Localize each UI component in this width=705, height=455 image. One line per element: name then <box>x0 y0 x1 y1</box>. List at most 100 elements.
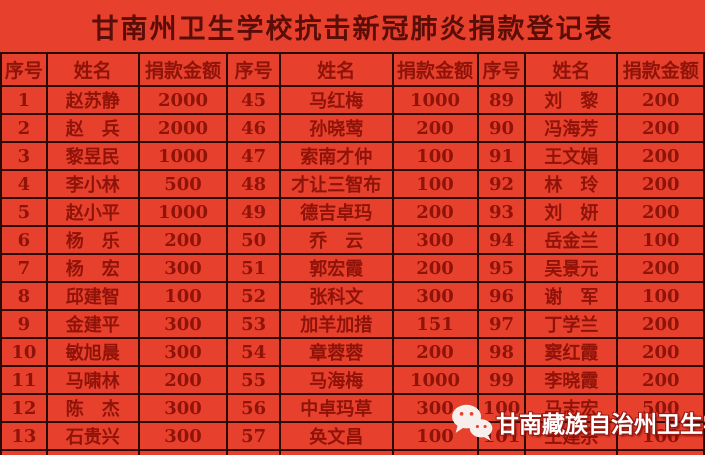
cell-amount: 500 <box>616 393 705 423</box>
cell-amount: 200 <box>391 449 479 455</box>
cell-no: 14 <box>0 449 48 455</box>
cell-name: 陈 杰 <box>45 393 140 423</box>
header-name-2: 姓名 <box>279 52 394 87</box>
cell-amount: 300 <box>137 449 229 455</box>
cell-no: 51 <box>226 253 282 283</box>
cell-amount: 200 <box>616 253 705 283</box>
cell-amount: 300 <box>137 393 229 423</box>
cell-amount: 200 <box>616 197 705 227</box>
cell-no: 52 <box>226 281 282 311</box>
cell-no: 10 <box>0 337 48 367</box>
cell-name: 马志宏 <box>524 393 619 423</box>
cell-no: 48 <box>226 169 282 199</box>
header-amount-3: 捐款金额 <box>616 52 705 87</box>
cell-no: 95 <box>476 253 527 283</box>
header-row: 序号 姓名 捐款金额 序号 姓名 捐款金额 序号 姓名 捐款金额 <box>0 52 705 87</box>
cell-name: 银周草 <box>279 449 394 455</box>
cell-name: 乔 云 <box>279 225 394 255</box>
cell-no: 99 <box>476 365 527 395</box>
cell-amount: 200 <box>616 365 705 395</box>
cell-no: 89 <box>476 85 527 115</box>
cell-name: 杨 倩 <box>524 449 619 455</box>
cell-name: 德吉卓玛 <box>279 197 394 227</box>
table-row: 9 金建平 300 53 加羊加措 151 97 丁学兰 200 <box>0 309 705 339</box>
cell-no: 46 <box>226 113 282 143</box>
cell-no: 13 <box>0 421 48 451</box>
cell-amount: 200 <box>616 85 705 115</box>
cell-name: 中卓玛草 <box>279 393 394 423</box>
cell-no: 53 <box>226 309 282 339</box>
cell-name: 王文娟 <box>524 141 619 171</box>
table-row: 1 赵苏静 2000 45 马红梅 1000 89 刘 黎 200 <box>0 85 705 115</box>
cell-no: 1 <box>0 85 48 115</box>
cell-amount: 200 <box>616 169 705 199</box>
cell-amount: 1000 <box>137 197 229 227</box>
cell-amount: 500 <box>137 169 229 199</box>
cell-amount: 300 <box>137 309 229 339</box>
table-row: 5 赵小平 1000 49 德吉卓玛 200 93 刘 妍 200 <box>0 197 705 227</box>
cell-name: 窦红霞 <box>524 337 619 367</box>
cell-no: 93 <box>476 197 527 227</box>
cell-name: 丁学兰 <box>524 309 619 339</box>
cell-name: 奂文昌 <box>279 421 394 451</box>
cell-name: 邱建智 <box>45 281 140 311</box>
cell-no: 4 <box>0 169 48 199</box>
cell-amount: 100 <box>391 421 479 451</box>
cell-no: 8 <box>0 281 48 311</box>
cell-name: 马红梅 <box>279 85 394 115</box>
table-row: 13 石贵兴 300 57 奂文昌 100 101 王建宗 100 <box>0 421 705 451</box>
cell-no: 9 <box>0 309 48 339</box>
cell-no: 50 <box>226 225 282 255</box>
header-name-1: 姓名 <box>45 52 140 87</box>
cell-amount: 2000 <box>137 113 229 143</box>
cell-amount: 1000 <box>391 365 479 395</box>
cell-no: 100 <box>476 393 527 423</box>
table-row: 3 黎昱民 1000 47 索南才仲 100 91 王文娟 200 <box>0 141 705 171</box>
cell-name: 黎昱民 <box>45 141 140 171</box>
table-row: 11 马啸林 200 55 马海梅 1000 99 李晓霞 200 <box>0 365 705 395</box>
table-body: 1 赵苏静 2000 45 马红梅 1000 89 刘 黎 200 2 赵 兵 2000 46 孙晓莺 20… <box>0 85 705 455</box>
cell-no: 57 <box>226 421 282 451</box>
cell-amount: 200 <box>616 113 705 143</box>
cell-amount: 1000 <box>137 141 229 171</box>
header-name-3: 姓名 <box>524 52 619 87</box>
cell-amount: 2000 <box>137 85 229 115</box>
cell-name: 刘 黎 <box>524 85 619 115</box>
page-title: 甘南州卫生学校抗击新冠肺炎捐款登记表 <box>91 13 614 45</box>
cell-name: 林 玲 <box>524 169 619 199</box>
cell-name: 马啸林 <box>45 365 140 395</box>
cell-name: 赵小平 <box>45 197 140 227</box>
cell-name: 李晓霞 <box>524 365 619 395</box>
cell-no: 92 <box>476 169 527 199</box>
table-row: 14陈晓虎30058银周草200102杨 倩50 <box>0 449 705 455</box>
cell-amount: 300 <box>137 253 229 283</box>
cell-amount: 100 <box>391 169 479 199</box>
cell-name: 杨 乐 <box>45 225 140 255</box>
cell-name: 吴景元 <box>524 253 619 283</box>
donation-table: 序号 姓名 捐款金额 序号 姓名 捐款金额 序号 姓名 捐款金额 1 赵苏静 200… <box>0 52 705 455</box>
cell-name: 赵苏静 <box>45 85 140 115</box>
cell-amount: 100 <box>616 421 705 451</box>
cell-name: 王建宗 <box>524 421 619 451</box>
cell-amount: 200 <box>391 253 479 283</box>
cell-amount: 151 <box>391 309 479 339</box>
header-no-3: 序号 <box>476 52 527 87</box>
cell-name: 赵 兵 <box>45 113 140 143</box>
cell-amount: 300 <box>391 281 479 311</box>
cell-amount: 200 <box>616 337 705 367</box>
cell-no: 47 <box>226 141 282 171</box>
cell-no: 98 <box>476 337 527 367</box>
cell-no: 56 <box>226 393 282 423</box>
cell-name: 敏旭晨 <box>45 337 140 367</box>
cell-amount: 300 <box>137 421 229 451</box>
header-amount-2: 捐款金额 <box>391 52 479 87</box>
cell-amount: 200 <box>137 365 229 395</box>
table-row: 12 陈 杰 300 56 中卓玛草 300 100 马志宏 500 <box>0 393 705 423</box>
header-no-1: 序号 <box>0 52 48 87</box>
cell-name: 谢 军 <box>524 281 619 311</box>
cell-amount: 200 <box>137 225 229 255</box>
table-row: 10 敏旭晨 300 54 章蓉蓉 200 98 窦红霞 200 <box>0 337 705 367</box>
